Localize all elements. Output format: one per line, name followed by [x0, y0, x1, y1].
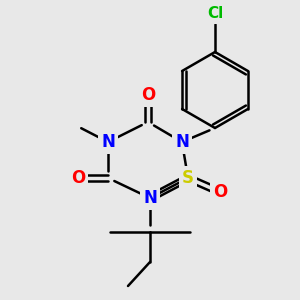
Text: S: S: [182, 169, 194, 187]
Text: N: N: [175, 133, 189, 151]
Text: N: N: [101, 133, 115, 151]
Text: O: O: [141, 86, 155, 104]
Text: O: O: [213, 183, 227, 201]
Text: O: O: [71, 169, 85, 187]
Text: N: N: [143, 189, 157, 207]
Text: Cl: Cl: [207, 7, 223, 22]
